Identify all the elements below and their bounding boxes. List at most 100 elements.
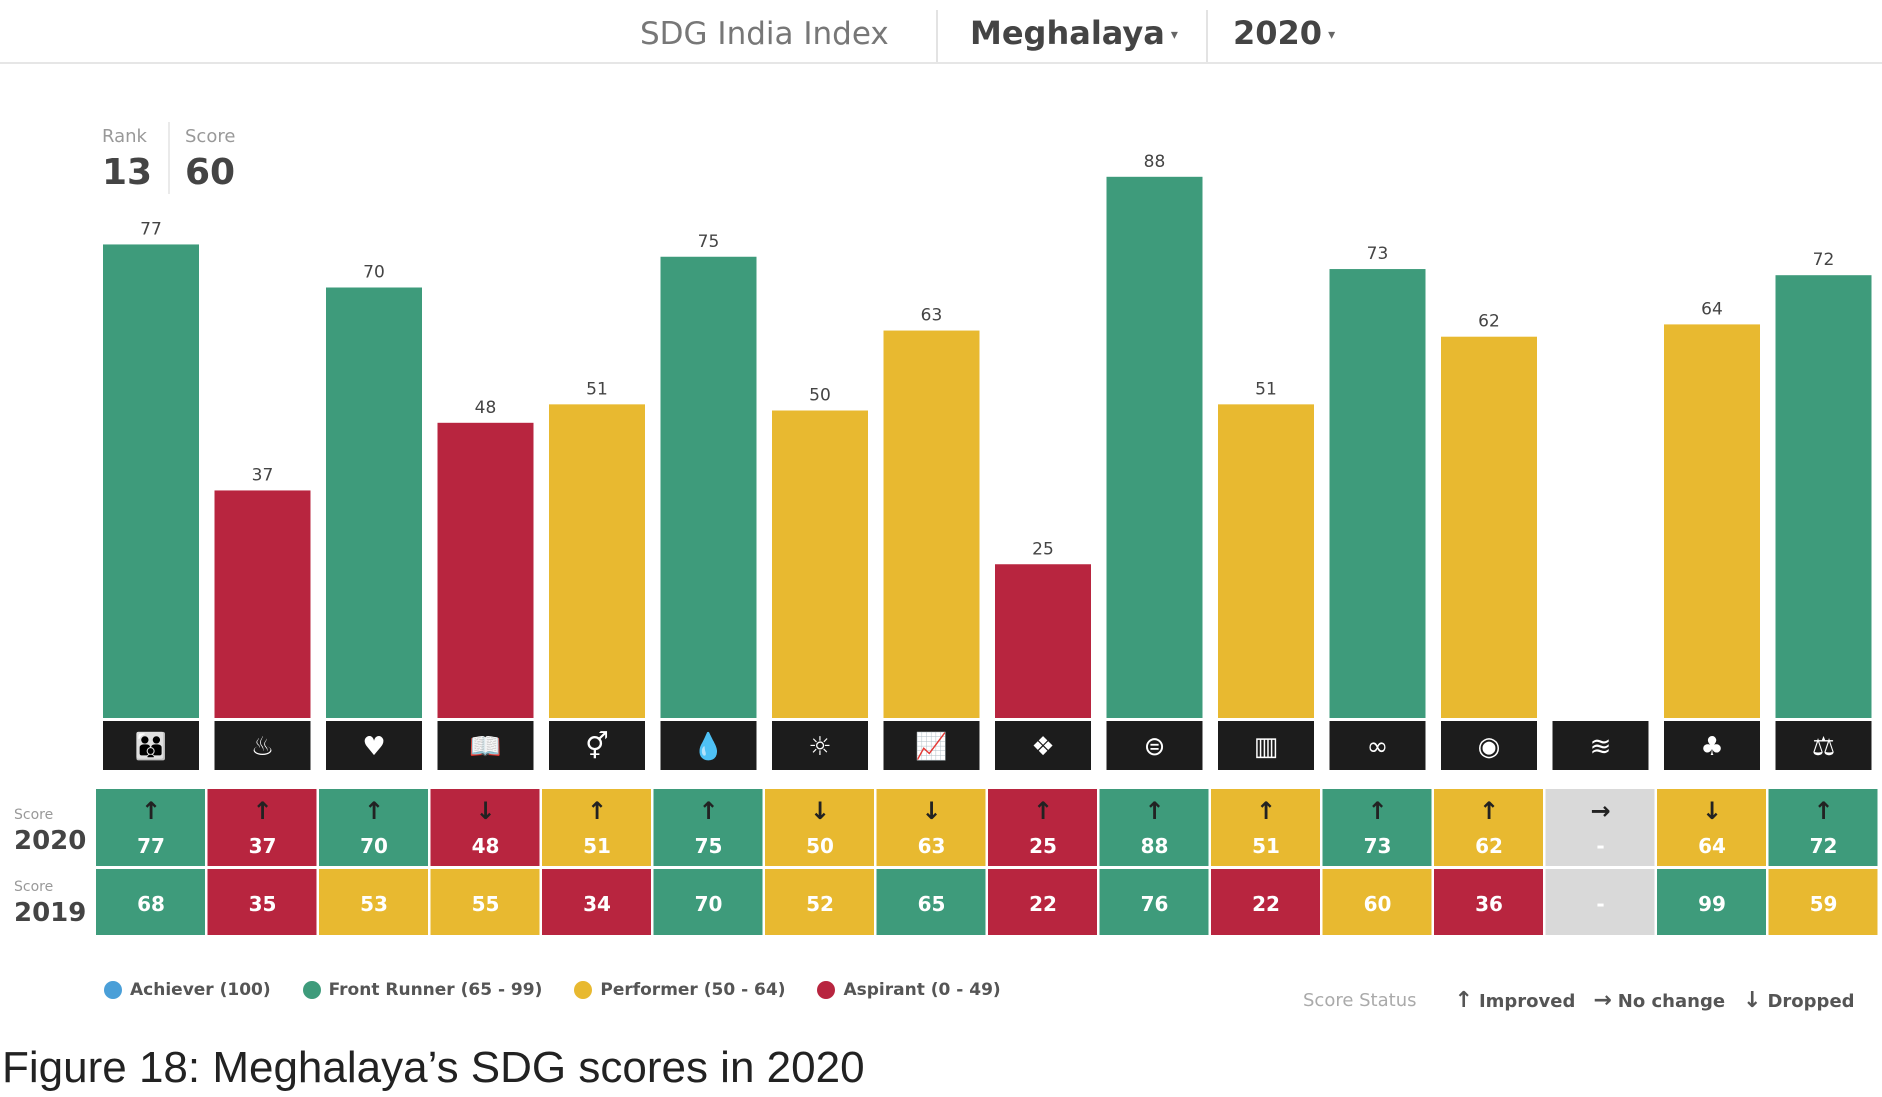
index-title: SDG India Index	[640, 16, 889, 52]
score-2020-cell	[319, 789, 428, 866]
row-year-2020: 2020	[14, 826, 87, 856]
legend: Achiever (100) Front Runner (65 - 99) Pe…	[104, 980, 1001, 1000]
infinity-icon: ∞	[1367, 732, 1389, 762]
sdg-icon-tile	[214, 721, 311, 770]
bar	[1441, 336, 1537, 718]
status-dropped: ↓ Dropped	[1743, 988, 1854, 1013]
water-drop-icon: 💧	[692, 731, 724, 762]
score-2019-cell	[765, 869, 874, 935]
legend-label: Aspirant (0 - 49)	[843, 980, 1001, 1000]
top-bar: SDG India Index Meghalaya ▾ 2020 ▾	[0, 0, 1882, 64]
score-2020-value: 48	[472, 834, 500, 858]
tree-icon: ♣	[1700, 732, 1723, 762]
score-2020-cell	[1768, 789, 1878, 866]
status-arrow-icon: ↑	[141, 797, 161, 825]
score-2019-value: 76	[1141, 892, 1169, 916]
sun-icon: ☼	[808, 732, 831, 762]
sdg-icon-tile	[326, 721, 422, 770]
bar	[883, 330, 980, 718]
score-2019-value: 99	[1698, 892, 1726, 916]
equality-icon: ⊜	[1144, 732, 1166, 762]
bar-value-label: 51	[1255, 379, 1277, 399]
score-2019-value: 65	[918, 892, 946, 916]
score-2020-value: 50	[806, 834, 834, 858]
industry-cubes-icon: ❖	[1031, 732, 1054, 762]
score-2019-value: 22	[1252, 892, 1280, 916]
score-2020-value: 25	[1029, 834, 1057, 858]
sdg-icon-tile	[1441, 721, 1537, 770]
status-arrow-icon: ↓	[921, 797, 941, 825]
score-2019-cell	[1099, 869, 1209, 935]
bar-value-label: 77	[140, 219, 162, 239]
score-2020-cell	[1099, 789, 1209, 866]
status-dropped-label: Dropped	[1767, 991, 1855, 1012]
status-arrow-icon: ↑	[587, 797, 607, 825]
score-2020-cell	[1322, 789, 1432, 866]
arrow-up-icon: ↑	[1454, 988, 1473, 1013]
family-icon: 👪	[135, 731, 167, 762]
score-2019-cell	[430, 869, 540, 935]
score-2020-value: 37	[249, 834, 277, 858]
score-2019-value: 52	[806, 892, 834, 916]
bar	[1664, 324, 1760, 718]
status-improved: ↑ Improved	[1455, 988, 1576, 1013]
score-2019-cell	[1434, 869, 1543, 935]
bar-value-label: 37	[252, 465, 274, 485]
book-icon: 📖	[469, 732, 501, 762]
legend-dot	[817, 981, 836, 999]
bar	[1218, 404, 1314, 718]
bar-value-label: 25	[1032, 539, 1054, 559]
row-year-2019: 2019	[14, 898, 87, 928]
bar-value-label: 48	[475, 398, 497, 418]
score-2019-cell	[1322, 869, 1432, 935]
legend-dot	[574, 981, 593, 999]
bar-value-label: 72	[1813, 250, 1835, 270]
score-2019-value: 70	[695, 892, 723, 916]
gender-icon: ⚥	[585, 731, 608, 762]
sdg-icon-tile	[437, 721, 534, 770]
status-arrow-icon: ↑	[1033, 797, 1053, 825]
arrow-down-icon: ↓	[1743, 988, 1762, 1013]
bar	[772, 410, 868, 718]
score-2019-value: 55	[472, 892, 500, 916]
year-dropdown[interactable]: 2020 ▾	[1233, 14, 1335, 52]
bar	[214, 490, 311, 718]
score-2019-cell	[1211, 869, 1320, 935]
score-2020-cell	[96, 789, 205, 866]
score-2019-cell	[876, 869, 986, 935]
state-dropdown[interactable]: Meghalaya ▾	[970, 14, 1178, 52]
score-2020-value: 51	[583, 834, 611, 858]
bar	[995, 564, 1091, 718]
status-arrow-icon: ↓	[475, 797, 495, 825]
bar-value-label: 62	[1478, 312, 1500, 332]
rank-value: 13	[102, 152, 153, 193]
sdg-icon-tile	[1106, 721, 1203, 770]
year-value: 2020	[1233, 14, 1323, 52]
eye-earth-icon: ◉	[1478, 732, 1501, 762]
bar-value-label: 63	[921, 306, 943, 326]
sdg-icon-tile	[995, 721, 1091, 770]
score-2020-value: 75	[695, 834, 723, 858]
bar	[549, 404, 645, 718]
sdg-icon-tile	[660, 721, 757, 770]
score-2020-cell	[1545, 789, 1655, 866]
legend-item: Front Runner (65 - 99)	[302, 980, 542, 1000]
sdg-icon-tile	[1218, 721, 1314, 770]
score-2020-cell	[876, 789, 986, 866]
score-2019-cell	[207, 869, 317, 935]
status-arrow-icon: ↑	[364, 797, 384, 825]
bar-value-label: 75	[698, 232, 720, 252]
rank-label: Rank	[102, 126, 147, 147]
legend-dot	[104, 981, 122, 999]
score-2019-value: 60	[1364, 892, 1392, 916]
row-score-label: Score	[14, 879, 54, 895]
score-2019-value: 36	[1475, 892, 1503, 916]
legend-item: Aspirant (0 - 49)	[817, 980, 1001, 1000]
score-value: 60	[185, 152, 236, 193]
sdg-icon-tile	[883, 721, 980, 770]
score-2020-cell	[430, 789, 540, 866]
score-2020-cell	[1211, 789, 1320, 866]
row-score-label: Score	[14, 807, 54, 823]
figure-caption: Figure 18: Meghalaya’s SDG scores in 202…	[2, 1043, 865, 1092]
bar	[437, 422, 534, 718]
